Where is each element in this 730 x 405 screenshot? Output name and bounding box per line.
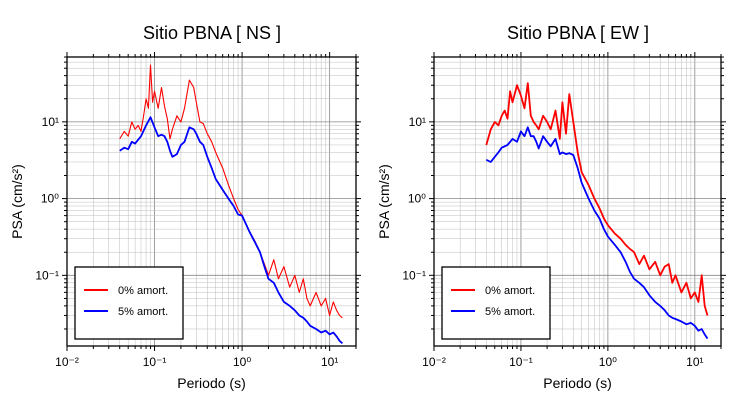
chart-title: Sitio PBNA [ EW ] [507, 23, 649, 43]
chart-title: Sitio PBNA [ NS ] [143, 23, 281, 43]
x-axis-label: Periodo (s) [177, 375, 245, 391]
series-line-damping-5 [485, 126, 709, 340]
legend: 0% amort. 5% amort. [74, 266, 184, 340]
y-axis-label: PSA (cm/s²) [9, 164, 25, 239]
x-axis-label: Periodo (s) [543, 375, 611, 391]
y-tick-label: 10⁰ [408, 192, 426, 206]
legend-label: 0% amort. [485, 285, 535, 297]
plot-frame [433, 56, 722, 347]
plot-frame [66, 56, 357, 347]
series-line-damping-5 [119, 116, 343, 344]
legend-box [74, 266, 184, 340]
axis-ticks [62, 52, 361, 351]
y-tick-label: 10⁻¹ [35, 268, 59, 282]
y-tick-label: 10⁰ [41, 192, 59, 206]
y-tick-label: 10¹ [42, 115, 59, 129]
legend: 0% amort. 5% amort. [441, 266, 551, 340]
x-tick-label: 10⁻¹ [143, 355, 167, 369]
series-line-damping-0 [485, 82, 709, 316]
legend-label: 5% amort. [118, 306, 168, 318]
legend-label: 5% amort. [485, 306, 535, 318]
x-tick-label: 10⁰ [599, 355, 617, 369]
x-tick-label: 10⁰ [233, 355, 251, 369]
legend-label: 0% amort. [118, 285, 168, 297]
axis-ticks [429, 52, 726, 351]
x-tick-label: 10¹ [686, 355, 703, 369]
legend-box [441, 266, 551, 340]
x-tick-label: 10¹ [321, 355, 338, 369]
y-axis-label: PSA (cm/s²) [376, 164, 392, 239]
y-tick-label: 10¹ [409, 115, 426, 129]
x-tick-label: 10⁻² [55, 355, 79, 369]
y-tick-label: 10⁻¹ [402, 268, 426, 282]
series-line-damping-0 [119, 64, 343, 319]
chart-panel-2: 10⁻² 10⁻¹ 10⁰ 10¹ 10⁻¹ 10⁰ 10¹ Sitio PBNA [ EW … [376, 23, 726, 391]
x-tick-label: 10⁻² [422, 355, 446, 369]
chart-panel-1: 10⁻² 10⁻¹ 10⁰ 10¹ 10⁻¹ 10⁰ 10¹ Sitio PBNA [ NS … [9, 23, 361, 391]
x-tick-label: 10⁻¹ [509, 355, 533, 369]
